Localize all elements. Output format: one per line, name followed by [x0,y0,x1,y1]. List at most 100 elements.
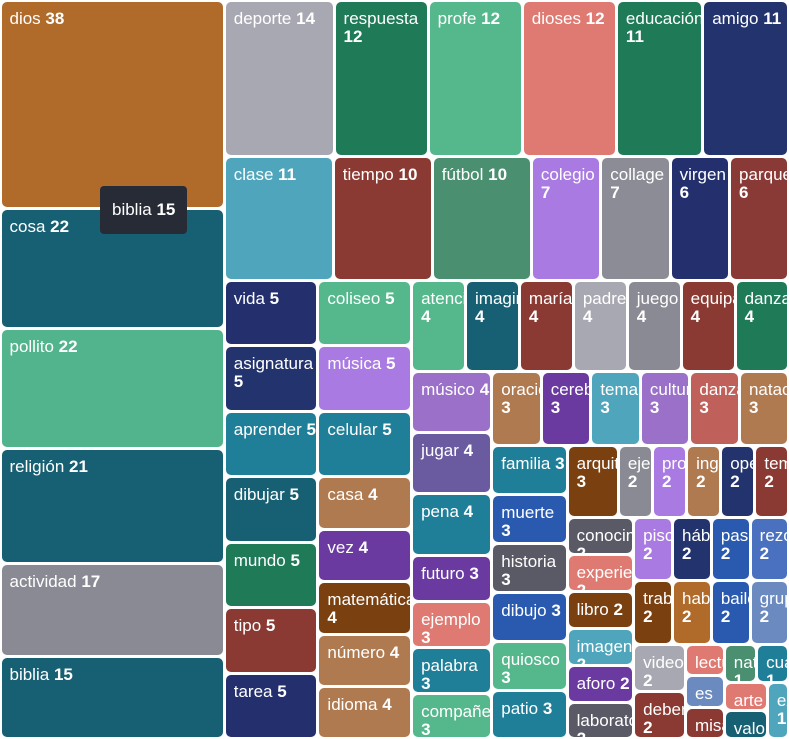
tile-label: virgen [679,164,726,184]
tile: ejemplo 3 [413,602,491,646]
tile-label: es [694,684,713,704]
tile-value: 2 [577,544,586,553]
tile-value: 4 [358,537,369,557]
tile-value: 4 [690,306,701,326]
tile-label: arte [733,690,764,710]
tile-label: paseo [720,526,749,546]
tile: cuaderno 1 [758,645,788,681]
tile-value: 3 [600,397,610,417]
tile-value: 10 [488,164,508,184]
tile: arte 1 [725,683,766,710]
tile-value: 5 [233,372,244,392]
tile-label: natación [748,379,788,399]
tile-label: baile [720,589,749,609]
tile-label: número [327,642,386,662]
tile-value: 2 [627,472,638,492]
tile: idioma 4 [319,688,411,738]
tile-label: compañero [421,701,491,721]
tile-value: 2 [613,599,623,619]
tile: patio 3 [493,691,566,738]
tile-value: 1 [766,670,776,681]
tile: laboratorio 2 [568,703,633,738]
tile-value: 2 [577,729,586,737]
tile-label: músico [421,379,475,399]
tile-value: 11 [625,26,644,46]
tile: celular 5 [319,412,411,476]
tile-label: pollito [9,336,54,356]
tile-value: 1 [695,734,704,737]
tile-label: idioma [327,695,378,715]
tile-value: 12 [481,8,501,28]
tile-label: examen [776,690,788,710]
tile-label: historia [501,552,557,572]
tile: pena 4 [413,495,491,554]
tile-label: palabra [421,655,478,675]
tile-label: mundo [233,550,286,570]
tile: es 1 [686,677,723,706]
tile-value: 4 [479,379,490,399]
tile-label: cultura [649,379,689,399]
tile: futuro 3 [413,556,491,600]
tile-value: 11 [278,164,297,184]
tile-value: 3 [748,397,759,417]
tooltip-label: biblia [112,200,152,219]
tile-label: naturaleza [733,652,756,672]
tile: palabra 3 [413,648,491,692]
tile-label: imaginación [475,288,518,308]
tile: actividad 17 [1,565,223,656]
tile: imaginación 4 [467,281,518,370]
tile-value: 6 [679,182,690,202]
tile: equipar 4 [682,281,734,370]
tile-label: dibujo [501,600,547,620]
tile: hablar 2 [674,582,710,643]
tile-value: 4 [421,306,431,326]
tile: danza 4 [736,281,788,370]
tile-label: respuesta [343,8,419,28]
tile-label: maría [528,288,572,308]
tile-label: deporte [233,8,292,28]
tile: baile 2 [712,582,749,643]
tile-label: piscina [643,526,671,546]
tile-label: experiencia [576,563,633,583]
tile-value: 3 [501,667,511,687]
tile-label: deber [643,700,684,720]
tile-value: 3 [576,472,587,492]
tile-label: familia [501,454,551,474]
tile-label: cerebro [550,379,590,399]
tile-value: 4 [327,608,337,628]
tooltip-value: 15 [156,200,176,219]
tile: cerebro 3 [542,372,590,445]
tile-label: tarea [233,681,273,701]
tile: parque 6 [731,157,788,279]
tile: juego 4 [628,281,680,370]
tile: deporte 14 [225,1,333,155]
tile-value: 4 [389,642,400,662]
tile: misa 1 [686,708,723,738]
tile: tarea 5 [225,674,317,738]
tile-value: 17 [81,572,101,592]
tile-label: conocimiento [576,526,633,546]
tile: oración 3 [493,372,540,445]
tile: clase 11 [225,157,332,279]
tile-value: 4 [475,306,485,326]
tile-label: tipo [233,616,262,636]
tile-label: parque [739,164,788,184]
tile-label: lectura [694,652,723,672]
tile-value: 12 [585,8,605,28]
tile: biblia 15 [1,658,223,738]
tile: muerte 3 [493,496,566,543]
tile-label: imagen [576,636,633,656]
tile-value: 3 [469,563,479,583]
tile-label: dios [9,8,41,28]
tile: conocimiento 2 [568,519,633,554]
tile: dioses 12 [523,1,615,155]
tile: ejemplos 2 [619,447,651,517]
tile-label: colegio [540,164,595,184]
tile-label: educación [625,8,702,28]
tile: lectura 1 [686,645,723,675]
tile: inglés 2 [688,447,720,517]
tile-label: oración [501,379,540,399]
tile-value: 11 [763,8,782,28]
tile-value: 4 [463,502,474,522]
tile-label: patio [501,698,539,718]
